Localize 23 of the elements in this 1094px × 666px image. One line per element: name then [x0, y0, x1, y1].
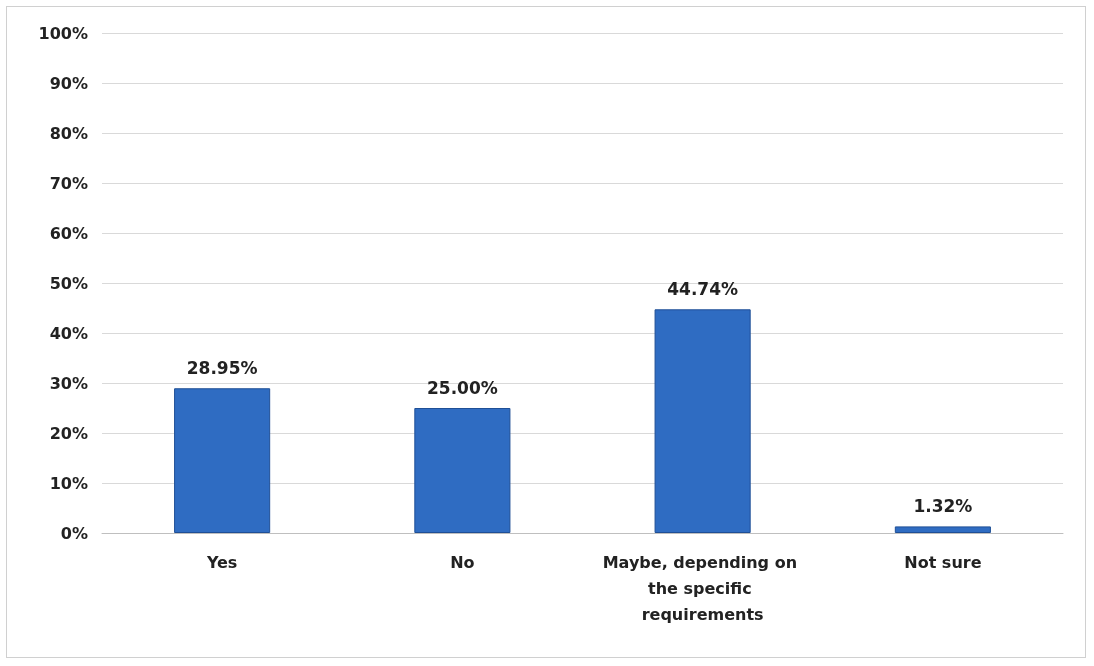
y-tick-label: 0%: [60, 523, 88, 543]
bar: [174, 388, 271, 533]
x-tick-label: Not sure: [904, 552, 982, 572]
data-label: 1.32%: [913, 495, 973, 516]
y-tick-label: 100%: [38, 23, 88, 43]
x-tick-label: Maybe, depending on the specific requirements: [602, 552, 803, 624]
y-tick-label: 70%: [49, 173, 88, 193]
y-tick-label: 30%: [49, 373, 88, 393]
y-tick-label: 60%: [49, 223, 88, 243]
y-tick-label: 40%: [49, 323, 88, 343]
bar: [414, 408, 511, 533]
x-tick-label: No: [450, 552, 475, 572]
y-tick-label: 50%: [49, 273, 88, 293]
x-tick-label: Yes: [205, 552, 238, 572]
bar: [894, 526, 991, 533]
bar: [654, 309, 751, 533]
y-tick-label: 20%: [49, 423, 88, 443]
y-tick-label: 10%: [49, 473, 88, 493]
data-label: 28.95%: [186, 357, 258, 378]
data-label: 44.74%: [667, 278, 739, 299]
data-label: 25.00%: [426, 377, 498, 398]
y-tick-label: 80%: [49, 123, 88, 143]
y-tick-label: 90%: [49, 73, 88, 93]
